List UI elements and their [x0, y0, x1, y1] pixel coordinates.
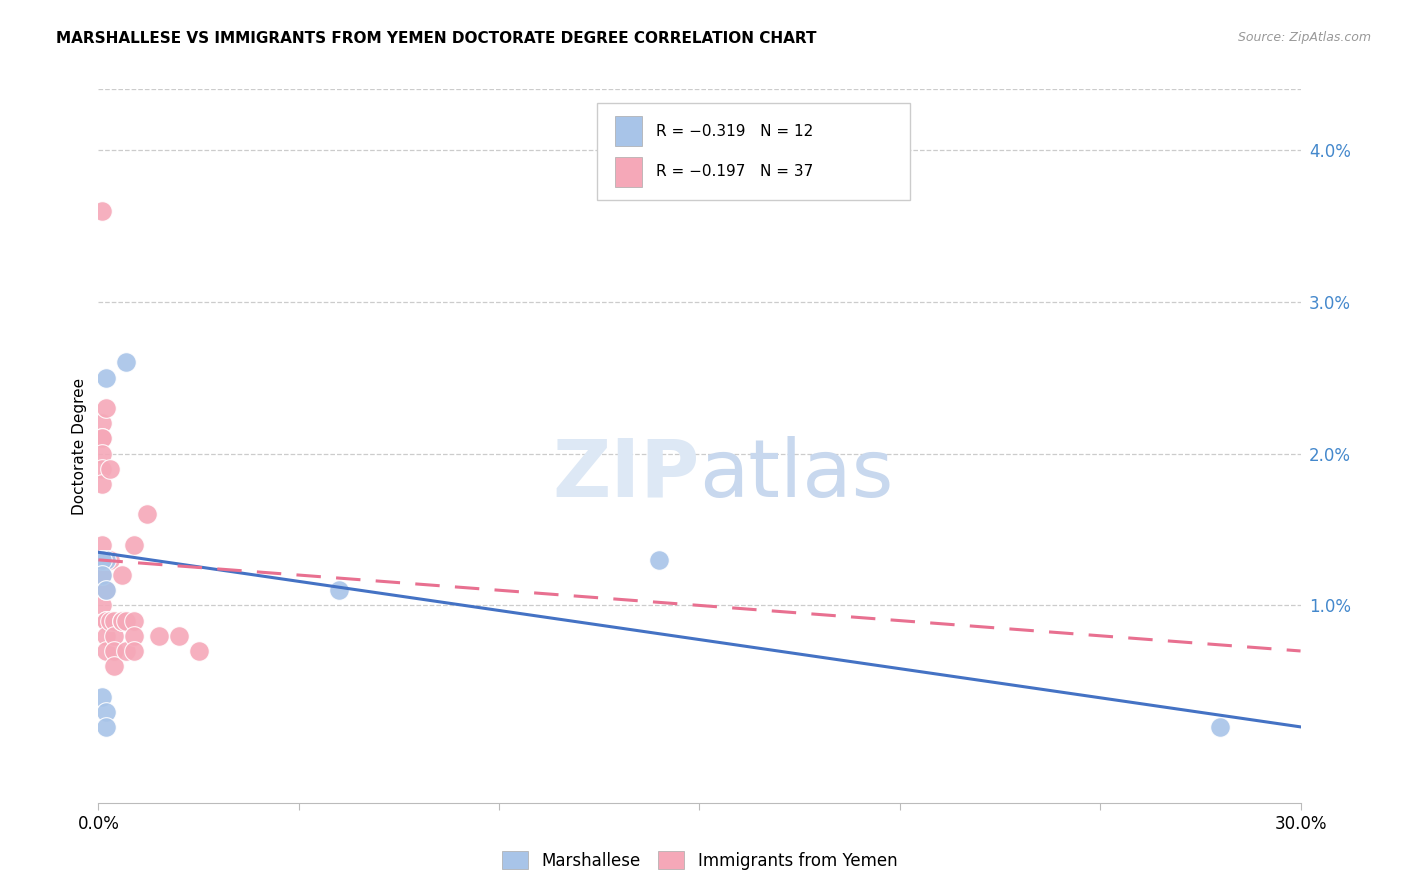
Point: [115, 355, 138, 369]
Point: [103, 614, 125, 628]
Point: [91, 462, 114, 476]
Text: R = −0.319   N = 12: R = −0.319 N = 12: [657, 124, 814, 139]
Point: [111, 568, 134, 582]
Point: [91, 690, 114, 704]
Point: [103, 659, 125, 673]
Point: [91, 447, 114, 461]
Point: [96, 705, 118, 719]
Point: [100, 462, 122, 476]
Point: [91, 538, 114, 552]
Point: [115, 614, 138, 628]
Point: [111, 614, 134, 628]
Legend: Marshallese, Immigrants from Yemen: Marshallese, Immigrants from Yemen: [495, 845, 904, 877]
Text: Source: ZipAtlas.com: Source: ZipAtlas.com: [1237, 31, 1371, 45]
Point: [91, 599, 114, 613]
Point: [167, 629, 190, 643]
Text: R = −0.197   N = 37: R = −0.197 N = 37: [657, 164, 814, 179]
Point: [103, 629, 125, 643]
Point: [187, 644, 209, 658]
Text: MARSHALLESE VS IMMIGRANTS FROM YEMEN DOCTORATE DEGREE CORRELATION CHART: MARSHALLESE VS IMMIGRANTS FROM YEMEN DOC…: [56, 31, 817, 46]
Point: [328, 583, 350, 598]
Point: [96, 583, 118, 598]
Y-axis label: Doctorate Degree: Doctorate Degree: [72, 377, 87, 515]
Point: [96, 401, 118, 415]
Point: [124, 614, 146, 628]
Point: [115, 644, 138, 658]
Point: [111, 614, 134, 628]
Point: [135, 508, 157, 522]
FancyBboxPatch shape: [598, 103, 910, 200]
Point: [100, 553, 122, 567]
FancyBboxPatch shape: [616, 157, 641, 187]
Point: [648, 553, 671, 567]
Point: [96, 614, 118, 628]
Point: [148, 629, 170, 643]
Point: [91, 431, 114, 445]
Point: [96, 583, 118, 598]
Point: [96, 553, 118, 567]
Point: [100, 614, 122, 628]
Point: [96, 370, 118, 384]
Point: [91, 553, 114, 567]
Point: [103, 644, 125, 658]
Point: [96, 629, 118, 643]
Point: [96, 644, 118, 658]
Point: [91, 553, 114, 567]
Point: [96, 720, 118, 734]
FancyBboxPatch shape: [616, 116, 641, 146]
Point: [91, 416, 114, 430]
Point: [1209, 720, 1232, 734]
Point: [91, 568, 114, 582]
Point: [91, 477, 114, 491]
Text: ZIP: ZIP: [553, 435, 700, 514]
Point: [91, 568, 114, 582]
Text: atlas: atlas: [700, 435, 894, 514]
Point: [124, 538, 146, 552]
Point: [96, 614, 118, 628]
Point: [124, 644, 146, 658]
Point: [124, 629, 146, 643]
Point: [91, 203, 114, 218]
Point: [91, 431, 114, 445]
